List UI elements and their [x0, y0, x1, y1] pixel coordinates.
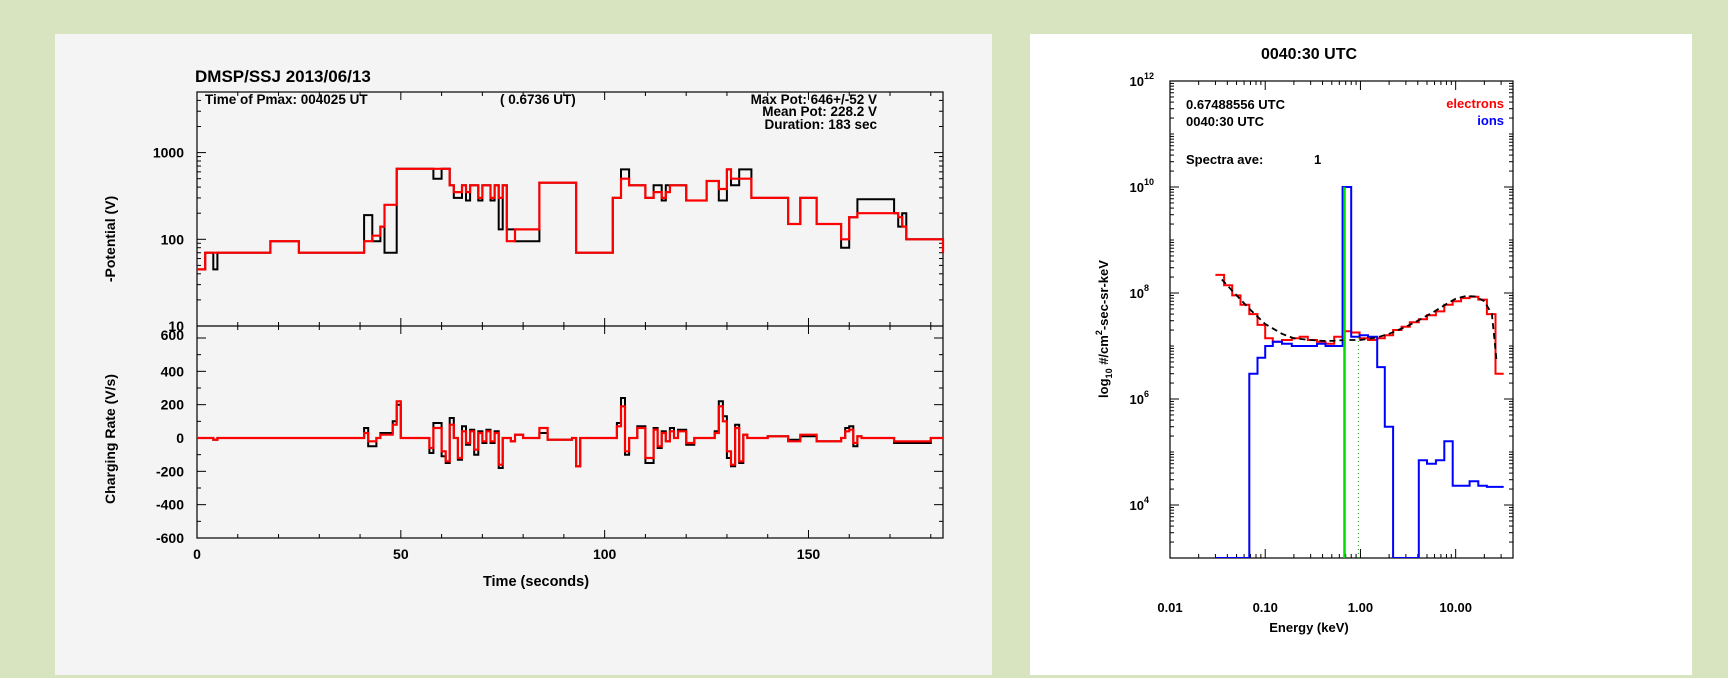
time-hms-label: 0040:30 UTC [1186, 114, 1265, 129]
bottom-y-axis-label: Charging Rate (V/s) [102, 374, 118, 504]
bottom-y-tick-label: -600 [156, 530, 184, 546]
bottom-y-tick-label: 0 [176, 430, 184, 446]
spectra-ave-value: 1 [1314, 152, 1321, 167]
flux-tick-exponent: 10 [1144, 177, 1154, 187]
mean-pot-label: Mean Pot: 228.2 V [762, 104, 877, 119]
top-y-tick-label: 100 [161, 231, 185, 247]
x-tick-label: 0 [193, 546, 201, 562]
bottom-y-tick-label: 200 [161, 397, 185, 413]
energy-tick-label: 10.00 [1439, 600, 1472, 615]
top-y-tick-label: 1000 [153, 145, 184, 161]
flux-tick-exponent: 8 [1144, 283, 1149, 293]
duration-label: Duration: 183 sec [764, 117, 877, 132]
left-chart-panel: DMSP/SSJ 2013/06/13 Time of Pmax: 004025… [55, 34, 992, 675]
x-tick-label: 100 [593, 546, 617, 562]
chart-title: DMSP/SSJ 2013/06/13 [195, 67, 371, 86]
max-pot-label: Max Pot: 646+/-52 V [751, 92, 877, 107]
right-chart-panel: 0040:30 UTC 0.67488556 UTC 0040:30 UTC S… [1030, 34, 1692, 675]
potential-series-red [197, 167, 945, 271]
energy-axis-label: Energy (keV) [1269, 620, 1348, 635]
spectra-ave-label: Spectra ave: [1186, 152, 1263, 167]
time-decimal-label: 0.67488556 UTC [1186, 97, 1286, 112]
charging-series-black [197, 397, 943, 469]
flux-tick-label: 10 [1130, 74, 1144, 89]
energy-tick-label: 0.10 [1253, 600, 1278, 615]
flux-tick-exponent: 12 [1144, 71, 1154, 81]
x-tick-label: 50 [393, 546, 409, 562]
charging-series-red [197, 400, 943, 468]
electrons-spectrum [1215, 273, 1504, 375]
top-y-tick-label: 10 [168, 318, 184, 334]
flux-tick-label: 10 [1130, 180, 1144, 195]
flux-tick-label: 10 [1130, 286, 1144, 301]
legend-ions: ions [1477, 113, 1504, 128]
spectrum-title: 0040:30 UTC [1261, 46, 1357, 63]
time-of-pmax-fraction: ( 0.6736 UT) [500, 92, 576, 107]
x-tick-label: 150 [797, 546, 821, 562]
potential-series-black [197, 167, 944, 271]
spectrum-frame [1169, 80, 1514, 559]
flux-tick-exponent: 4 [1144, 495, 1149, 505]
time-of-pmax-label: Time of Pmax: 004025 UT [205, 92, 368, 107]
bottom-y-tick-label: -400 [156, 497, 184, 513]
energy-tick-label: 1.00 [1348, 600, 1373, 615]
ions-spectrum [1215, 186, 1504, 558]
x-axis-label: Time (seconds) [483, 574, 589, 590]
flux-tick-exponent: 6 [1144, 389, 1149, 399]
potential-chart: DMSP/SSJ 2013/06/13 Time of Pmax: 004025… [102, 67, 945, 590]
energy-tick-label: 0.01 [1157, 600, 1182, 615]
flux-tick-label: 10 [1130, 392, 1144, 407]
bottom-y-tick-label: -200 [156, 463, 184, 479]
flux-axis-label: log10 #/cm2-sec-sr-keV [1094, 260, 1114, 398]
bottom-y-tick-label: 600 [161, 327, 185, 343]
bottom-y-tick-label: 400 [161, 363, 185, 379]
plot-frame [196, 91, 944, 539]
legend-electrons: electrons [1446, 96, 1504, 111]
spectrum-chart: 0040:30 UTC 0.67488556 UTC 0040:30 UTC S… [1094, 46, 1514, 635]
top-y-axis-label: -Potential (V) [102, 196, 118, 282]
fit-curve [1221, 278, 1498, 363]
flux-tick-label: 10 [1130, 498, 1144, 513]
